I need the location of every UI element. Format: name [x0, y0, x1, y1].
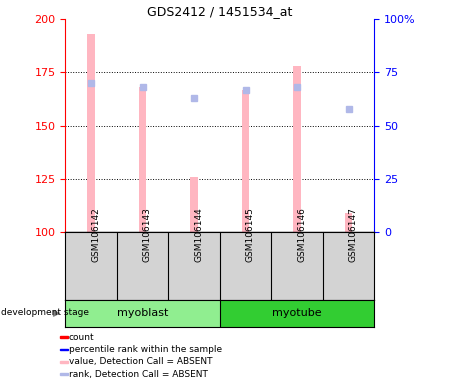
Bar: [60, 361, 68, 362]
Bar: [220, 300, 374, 327]
Text: development stage: development stage: [1, 308, 89, 317]
Text: GSM106146: GSM106146: [297, 207, 306, 262]
Text: GSM106143: GSM106143: [143, 207, 152, 262]
Bar: [60, 349, 68, 350]
Text: GSM106145: GSM106145: [246, 207, 255, 262]
Text: GSM106147: GSM106147: [349, 207, 358, 262]
Text: myoblast: myoblast: [117, 308, 168, 318]
Text: value, Detection Call = ABSENT: value, Detection Call = ABSENT: [69, 357, 212, 366]
Bar: [190, 177, 198, 232]
Bar: [60, 373, 68, 375]
Bar: [60, 336, 68, 338]
Bar: [139, 88, 147, 232]
Bar: [293, 66, 301, 232]
Bar: [345, 213, 352, 232]
Text: GSM106144: GSM106144: [194, 207, 203, 262]
Title: GDS2412 / 1451534_at: GDS2412 / 1451534_at: [147, 5, 293, 18]
Text: rank, Detection Call = ABSENT: rank, Detection Call = ABSENT: [69, 369, 208, 379]
Bar: [242, 89, 249, 232]
Text: GSM106142: GSM106142: [91, 207, 100, 262]
Bar: [87, 34, 95, 232]
Text: percentile rank within the sample: percentile rank within the sample: [69, 345, 222, 354]
Bar: [65, 300, 220, 327]
Text: count: count: [69, 333, 95, 342]
Text: myotube: myotube: [272, 308, 322, 318]
